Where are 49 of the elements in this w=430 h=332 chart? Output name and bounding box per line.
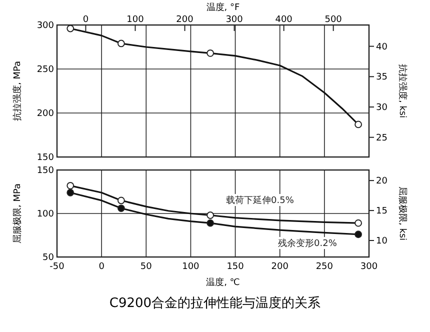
text: C9200合金的拉伸性能与温度的关系 bbox=[109, 295, 321, 311]
point bbox=[354, 219, 362, 227]
y-tick-label: 150 bbox=[36, 166, 54, 176]
point bbox=[117, 204, 125, 212]
y2-tick-label: 40 bbox=[376, 42, 388, 52]
x-axis-title: 温度, ℃ bbox=[206, 277, 240, 288]
y-tick-label: 100 bbox=[36, 210, 54, 220]
point bbox=[66, 24, 74, 32]
y-tick-label: 200 bbox=[36, 109, 54, 119]
x-tick-label: 300 bbox=[360, 262, 378, 272]
x2-axis-title: 温度, °F bbox=[206, 2, 240, 13]
annotation: 载荷下延伸0.5% bbox=[226, 195, 294, 206]
point bbox=[117, 40, 125, 48]
y-tick-label: 300 bbox=[36, 21, 54, 31]
x2-tick-label: 200 bbox=[176, 15, 194, 25]
y-tick-label: 150 bbox=[36, 153, 54, 163]
y-axis-title: 抗拉强度, MPa bbox=[12, 60, 23, 122]
y-axis-title: 屈服极限, MPa bbox=[12, 183, 23, 244]
x2-tick-label: 0 bbox=[82, 15, 89, 25]
point bbox=[206, 219, 214, 227]
y2-tick-label: 25 bbox=[376, 133, 388, 144]
point bbox=[206, 49, 214, 57]
point bbox=[354, 120, 362, 128]
y2-tick-label: 30 bbox=[376, 102, 388, 113]
point bbox=[66, 188, 74, 196]
y2-axis-title: 抗拉强度, ksi bbox=[397, 64, 408, 118]
y2-axis-title: 屈服极限, ksi bbox=[397, 186, 408, 241]
x2-tick-label: 300 bbox=[226, 15, 244, 25]
y2-tick-label: 10 bbox=[376, 236, 388, 247]
y2-tick-label: 15 bbox=[376, 206, 388, 217]
point bbox=[354, 230, 362, 238]
x-tick-label: 200 bbox=[271, 262, 289, 272]
annotation: 残余变形0.2% bbox=[278, 238, 338, 249]
x-tick-label: 50 bbox=[140, 262, 152, 272]
y2-tick-label: 20 bbox=[376, 176, 388, 187]
y2-tick-label: 35 bbox=[376, 72, 388, 83]
x-tick-label: 150 bbox=[226, 262, 244, 272]
point bbox=[206, 212, 214, 219]
y-tick-label: 250 bbox=[36, 65, 54, 75]
x2-tick-label: 100 bbox=[126, 15, 144, 25]
x-tick-label: -50 bbox=[50, 262, 65, 272]
point bbox=[66, 182, 74, 190]
x2-tick-label: 400 bbox=[275, 15, 293, 25]
x-tick-label: 250 bbox=[316, 262, 334, 272]
x-tick-label: 0 bbox=[98, 262, 105, 272]
point bbox=[117, 196, 125, 204]
y-tick-label: 50 bbox=[42, 253, 54, 263]
x2-tick-label: 500 bbox=[324, 15, 342, 25]
x-tick-label: 100 bbox=[182, 262, 200, 272]
